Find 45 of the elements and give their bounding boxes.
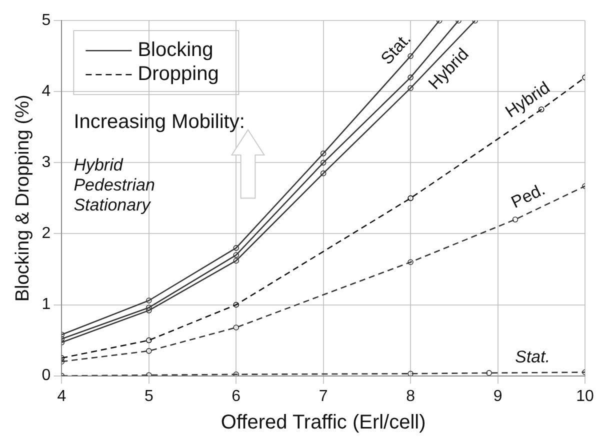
point (320, 170, 326, 176)
point (408, 74, 414, 80)
annotation: Blocking (138, 39, 214, 62)
point (146, 337, 152, 344)
x-tick-label: 10 (576, 388, 594, 405)
series-label: Stat. (515, 347, 550, 366)
point (233, 324, 240, 330)
y-tick-label: 4 (42, 83, 51, 100)
point (408, 85, 414, 91)
annotation: Stationary (74, 195, 152, 214)
x-axis-title: Offered Traffic (Erl/cell) (220, 412, 426, 434)
point (233, 258, 240, 264)
point (408, 370, 414, 376)
point (146, 348, 152, 354)
annotation: Increasing Mobility: (74, 111, 245, 134)
annotation: Hybrid (74, 155, 124, 174)
text: Ped. (508, 180, 548, 212)
annotation: Dropping (138, 63, 219, 86)
y-tick-label: 0 (42, 367, 51, 384)
x-tick-label: 9 (493, 388, 502, 405)
point (146, 308, 152, 314)
text: Stat. (377, 29, 415, 68)
point (233, 252, 240, 258)
y-tick-label: 5 (42, 12, 51, 30)
point (233, 245, 240, 251)
y-tick-label: 1 (42, 296, 51, 314)
y-axis-title: Blocking & Dropping (%) (12, 94, 34, 302)
point (146, 304, 152, 310)
point (486, 370, 492, 376)
y-tick-label: 2 (42, 225, 51, 242)
y-tick-label: 3 (42, 154, 51, 172)
point (146, 298, 152, 304)
point (512, 216, 518, 222)
x-tick-label: 5 (144, 388, 154, 405)
x-tick-label: 8 (406, 388, 416, 405)
point (320, 160, 326, 166)
point (233, 302, 240, 308)
point (233, 371, 240, 376)
point (320, 150, 326, 156)
annotation: Pedestrian (74, 175, 155, 194)
point (408, 259, 414, 266)
point (408, 195, 414, 202)
x-tick-label: 6 (232, 388, 241, 405)
x-tick-label: 4 (57, 388, 66, 405)
x-tick-label: 7 (318, 388, 328, 405)
